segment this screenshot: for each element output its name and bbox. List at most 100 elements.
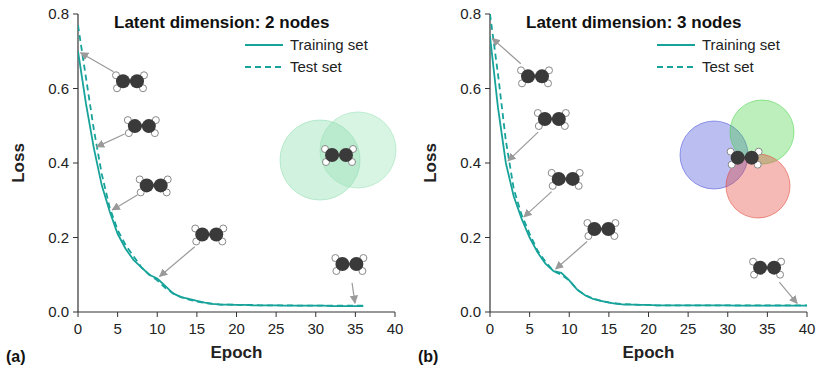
x-tick [807,312,808,317]
x-tick-label: 15 [601,320,618,337]
legend-swatch [245,66,283,68]
carbon [154,178,168,192]
x-tick [236,312,237,317]
x-tick [78,312,79,317]
molecule [750,258,785,278]
figure: 05101520253035400.00.20.40.60.8EpochLoss… [0,0,831,376]
molecule [534,110,569,130]
carbon [538,112,552,126]
carbon [552,112,566,126]
y-tick-label: 0.0 [48,303,69,320]
legend: Training setTest set [657,36,781,75]
molecule [124,117,159,137]
x-tick-label: 30 [719,320,736,337]
y-tick [485,14,490,15]
carbon [140,178,154,192]
carbon [209,227,223,241]
x-tick [355,312,356,317]
molecule [113,72,148,92]
x-tick [727,312,728,317]
molecule [518,67,553,87]
x-tick-label: 10 [561,320,578,337]
legend-swatch [657,44,695,46]
arrow [524,192,552,217]
x-tick-label: 35 [759,320,776,337]
y-tick-label: 0.6 [460,80,481,97]
series-group [490,14,807,306]
molecule [727,148,762,168]
y-tick-label: 0.2 [460,229,481,246]
carbon [349,257,363,271]
carbon [116,74,130,88]
arrow [779,282,797,303]
x-tick [196,312,197,317]
y-tick-label: 0.8 [48,5,69,22]
molecule [192,225,227,245]
carbon [195,227,209,241]
legend-label: Training set [290,36,369,53]
arrow [97,134,125,147]
molecule [332,255,367,275]
y-tick-label: 0.6 [48,80,69,97]
panel: 05101520253035400.00.20.40.60.8EpochLoss… [418,5,815,365]
x-tick [608,312,609,317]
arrow [352,283,355,303]
x-tick [315,312,316,317]
y-tick [73,237,78,238]
arrow [81,53,114,72]
x-tick-label: 0 [486,320,494,337]
y-tick [485,237,490,238]
molecule [584,220,619,240]
x-tick [648,312,649,317]
legend-swatch [245,44,283,46]
x-tick-label: 15 [189,320,206,337]
x-tick [490,312,491,317]
molecule [136,176,171,196]
x-tick-label: 40 [799,320,816,337]
y-tick-label: 0.4 [48,154,69,171]
arrow [112,195,137,210]
y-tick [485,88,490,89]
x-tick [276,312,277,317]
carbon [587,222,601,236]
carbon [767,261,781,275]
carbon [535,69,549,83]
x-tick [767,312,768,317]
carbon [753,261,767,275]
loss-line [490,14,807,305]
carbon [566,172,580,186]
x-tick-label: 0 [74,320,82,337]
x-tick-label: 25 [268,320,285,337]
x-tick-label: 20 [228,320,245,337]
carbon [601,222,615,236]
x-tick [157,312,158,317]
x-tick-label: 5 [113,320,121,337]
y-axis-title: Loss [421,143,440,183]
x-tick-label: 20 [640,320,657,337]
carbon [521,69,535,83]
panel-title: Latent dimension: 2 nodes [114,13,329,32]
legend-label: Test set [290,58,343,75]
y-tick [485,312,490,313]
panel-label: (b) [418,348,438,365]
panel-label: (a) [6,348,26,365]
carbon [128,119,142,133]
arrow [492,38,521,63]
y-tick-label: 0.0 [460,303,481,320]
molecule [548,169,583,189]
x-tick [117,312,118,317]
arrow [508,132,538,161]
carbon [142,119,156,133]
x-tick-label: 25 [680,320,697,337]
carbon [731,151,745,165]
carbon [552,172,566,186]
y-tick [485,163,490,164]
legend-label: Test set [702,58,755,75]
loss-line [490,36,807,305]
legend-swatch [657,66,695,68]
carbon [335,257,349,271]
x-tick-label: 5 [525,320,533,337]
arrow [556,242,587,270]
x-tick [395,312,396,317]
x-tick-label: 35 [347,320,364,337]
